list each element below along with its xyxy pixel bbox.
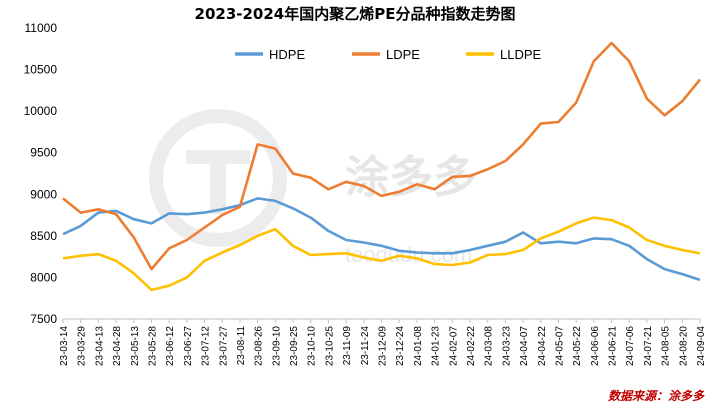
x-tick-label: 23-09-25 (289, 326, 300, 366)
x-tick-label: 24-04-07 (519, 326, 530, 366)
x-tick-label: 23-10-10 (307, 326, 318, 366)
y-tick-label: 10500 (24, 63, 58, 77)
x-tick-label: 24-06-21 (608, 326, 619, 366)
x-tick-label: 24-01-08 (413, 326, 424, 366)
x-tick-label: 23-04-13 (94, 326, 105, 366)
x-tick-label: 24-05-22 (572, 326, 583, 366)
x-tick-label: 24-02-22 (466, 326, 477, 366)
watermark: 涂多多 toodudu.com (149, 109, 477, 267)
x-tick-label: 24-03-08 (484, 326, 495, 366)
y-tick-label: 8000 (30, 270, 57, 284)
x-tick-label: 23-06-27 (183, 326, 194, 366)
legend: HDPE LDPE LLDPE (235, 47, 542, 62)
x-tick-label: 23-11-24 (360, 326, 371, 366)
y-tick-label: 10000 (24, 104, 58, 118)
y-tick-label: 8500 (30, 229, 57, 243)
y-tick-label: 7500 (30, 312, 57, 326)
x-tick-label: 23-04-28 (112, 326, 123, 366)
x-tick-label: 24-08-20 (678, 326, 689, 366)
x-tick-label: 24-09-04 (696, 326, 707, 366)
series-line-lldpe (62, 216, 701, 292)
x-tick-label: 24-07-21 (643, 326, 654, 366)
x-tick-label: 23-12-24 (395, 326, 406, 366)
legend-label-lldpe: LLDPE (500, 47, 542, 62)
x-tick-label: 23-11-09 (342, 326, 353, 366)
x-tick-label: 24-04-22 (537, 326, 548, 366)
watermark-logo-mark-icon (186, 150, 250, 214)
chart-title: 2023-2024年国内聚乙烯PE分品种指数走势图 (195, 5, 516, 23)
x-tick-label: 23-05-28 (147, 326, 158, 366)
x-tick-label: 24-08-05 (661, 326, 672, 366)
x-tick-label: 23-05-13 (130, 326, 141, 366)
series-line-ldpe (62, 41, 702, 271)
y-axis: 7500 8000 8500 9000 9500 10000 10500 11000 (24, 21, 58, 326)
x-axis: 23-03-14 23-03-29 23-04-13 23-04-28 23-05-13… (59, 318, 707, 366)
x-tick-label: 24-05-07 (554, 326, 565, 366)
y-tick-label: 9000 (30, 187, 57, 201)
x-tick-label: 23-12-09 (378, 326, 389, 366)
x-tick-label: 23-06-12 (165, 326, 176, 366)
y-tick-label: 11000 (25, 21, 58, 35)
x-tick-label: 24-01-23 (431, 326, 442, 366)
x-tick-label: 23-08-26 (254, 326, 265, 366)
x-tick-label: 23-07-27 (218, 326, 229, 366)
source-note: 数据来源：涂多多 (608, 389, 705, 403)
series-layer (62, 41, 702, 292)
x-tick-label: 23-08-11 (236, 326, 247, 366)
y-tick-label: 9500 (30, 146, 57, 160)
x-tick-label: 23-07-12 (201, 326, 212, 366)
legend-label-ldpe: LDPE (386, 47, 420, 62)
x-tick-label: 23-03-29 (77, 326, 88, 366)
x-tick-label: 24-03-23 (501, 326, 512, 366)
watermark-logo-icon (149, 109, 287, 247)
x-tick-label: 24-02-07 (448, 326, 459, 366)
x-tick-label: 23-03-14 (59, 326, 70, 366)
x-tick-label: 24-07-06 (625, 326, 636, 366)
x-tick-label: 24-06-06 (590, 326, 601, 366)
watermark-url: toodudu.com (345, 242, 472, 267)
legend-label-hdpe: HDPE (269, 47, 305, 62)
x-tick-label: 23-10-25 (324, 326, 335, 366)
x-tick-label: 23-09-10 (271, 326, 282, 366)
series-line-hdpe (62, 197, 701, 282)
